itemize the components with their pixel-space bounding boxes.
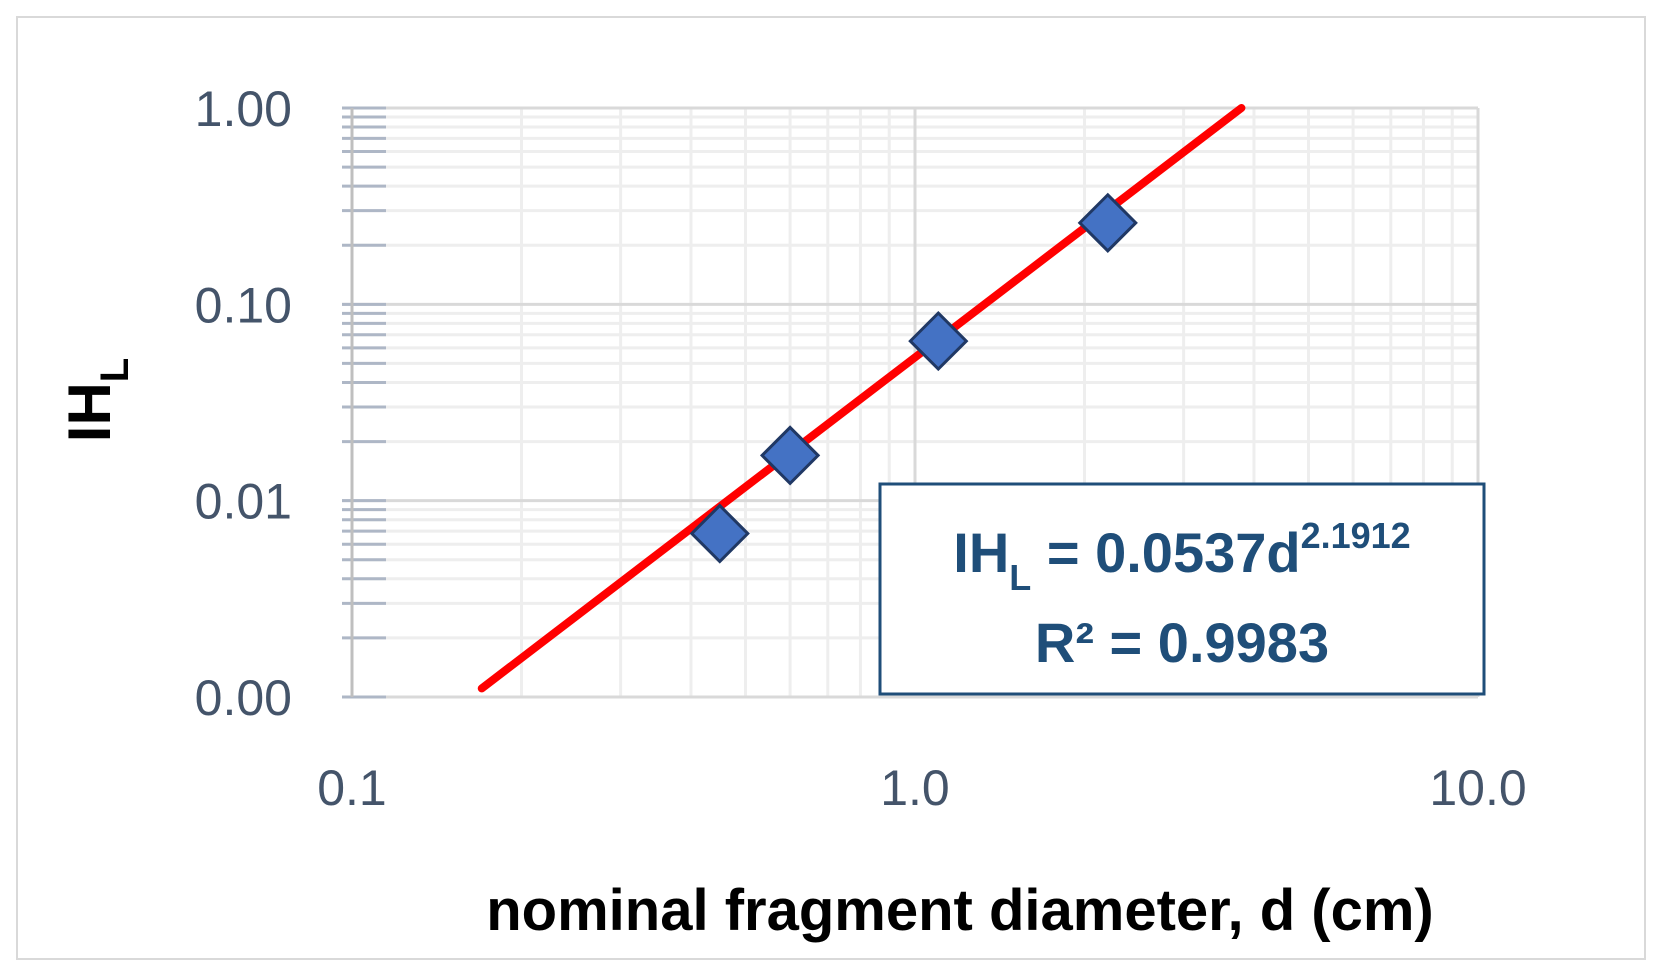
y-axis-title: IHL [56,358,137,442]
data-point-diamond [908,310,969,372]
equation-exponent: 2.1912 [1301,515,1411,556]
data-points [689,192,1138,564]
equation-text: IHL = 0.0537d2.1912 [953,515,1410,598]
x-tick-label: 1.0 [880,760,950,816]
x-tick-label: 0.1 [317,760,387,816]
trendline-equation-box: IHL = 0.0537d2.1912 R² = 0.9983 [878,482,1486,696]
x-tick-labels: 0.1 1.0 10.0 [317,760,1526,816]
x-axis-title: nominal fragment diameter, d (cm) [486,878,1434,943]
data-point-diamond [1077,192,1138,253]
y-axis-title-main: IH [56,382,123,442]
equation-box-border [878,482,1486,696]
equation-lhs: IH [953,521,1009,584]
y-tick-label: 0.00 [195,670,292,726]
y-axis-title-sub: L [93,358,137,382]
y-tick-label: 0.10 [195,277,292,333]
equation-sub: L [1009,557,1031,598]
data-point-diamond [759,425,821,486]
equation-rhs: = 0.0537d [1031,521,1300,584]
x-tick-label: 10.0 [1429,760,1526,816]
y-tick-label: 0.01 [195,474,292,530]
y-tick-labels: 0.00 0.01 0.10 1.00 [195,81,292,726]
r-squared-text: R² = 0.9983 [1035,611,1329,674]
y-axis-tick-marks [342,106,386,699]
y-tick-label: 1.00 [195,81,292,137]
data-point-diamond [689,503,750,564]
